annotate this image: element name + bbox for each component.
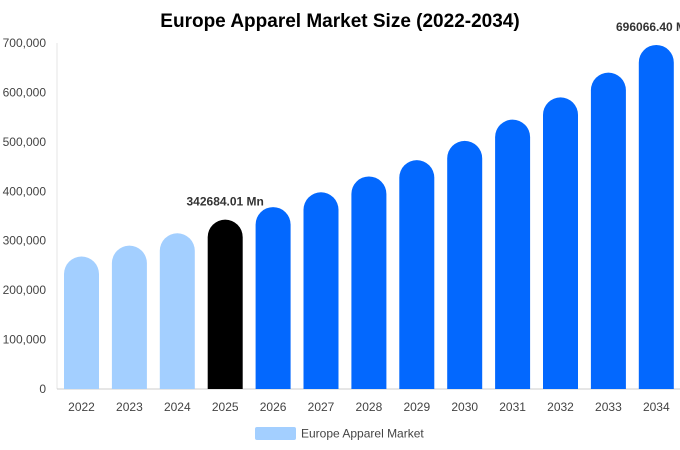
- data-label-2034: 696066.40 Mn: [616, 20, 680, 34]
- bar-2022[interactable]: [64, 256, 99, 389]
- data-labels: 342684.01 Mn 696066.40 Mn: [187, 20, 680, 209]
- y-axis: 0 100,000 200,000 300,000 400,000 500,000 600,…: [3, 36, 58, 396]
- y-tick-label: 400,000: [3, 184, 47, 198]
- bar-2026[interactable]: [255, 207, 291, 389]
- x-tick-label: 2028: [356, 400, 383, 414]
- y-tick-label: 100,000: [3, 333, 47, 347]
- bar-2032[interactable]: [543, 97, 578, 389]
- y-tick-label: 500,000: [3, 135, 47, 149]
- bar-2031[interactable]: [495, 119, 531, 389]
- x-tick-label: 2025: [212, 400, 239, 414]
- x-tick-label: 2023: [116, 400, 143, 414]
- legend-label: Europe Apparel Market: [301, 427, 424, 441]
- data-label-2025: 342684.01 Mn: [187, 195, 264, 209]
- legend-swatch: [255, 427, 296, 440]
- x-tick-label: 2026: [260, 400, 287, 414]
- x-axis: 2022 2023 2024 2025 2026 2027 2028 2029 2030 2031…: [57, 388, 680, 414]
- x-tick-label: 2032: [547, 400, 574, 414]
- y-tick-label: 300,000: [3, 234, 47, 248]
- y-tick-label: 200,000: [3, 283, 47, 297]
- bar-2027[interactable]: [303, 192, 339, 389]
- x-tick-label: 2034: [643, 400, 670, 414]
- bar-2028[interactable]: [351, 176, 387, 389]
- bar-2025[interactable]: [207, 219, 243, 389]
- legend[interactable]: Europe Apparel Market: [255, 427, 424, 441]
- x-tick-label: 2031: [499, 400, 526, 414]
- bar-2033[interactable]: [590, 72, 626, 390]
- bar-2034[interactable]: [638, 44, 674, 389]
- y-tick-label: 0: [39, 382, 46, 396]
- bar-2023[interactable]: [111, 245, 147, 389]
- bar-series: [64, 44, 674, 390]
- bar-2029[interactable]: [399, 160, 435, 389]
- x-tick-label: 2033: [595, 400, 622, 414]
- x-tick-label: 2024: [164, 400, 191, 414]
- bar-2030[interactable]: [447, 140, 483, 389]
- y-tick-label: 700,000: [3, 36, 47, 50]
- bar-2024[interactable]: [159, 233, 195, 389]
- x-tick-label: 2022: [68, 400, 95, 414]
- x-tick-label: 2029: [403, 400, 430, 414]
- x-tick-label: 2027: [308, 400, 335, 414]
- chart-title: Europe Apparel Market Size (2022-2034): [160, 11, 519, 32]
- x-tick-label: 2030: [451, 400, 478, 414]
- y-tick-label: 600,000: [3, 85, 47, 99]
